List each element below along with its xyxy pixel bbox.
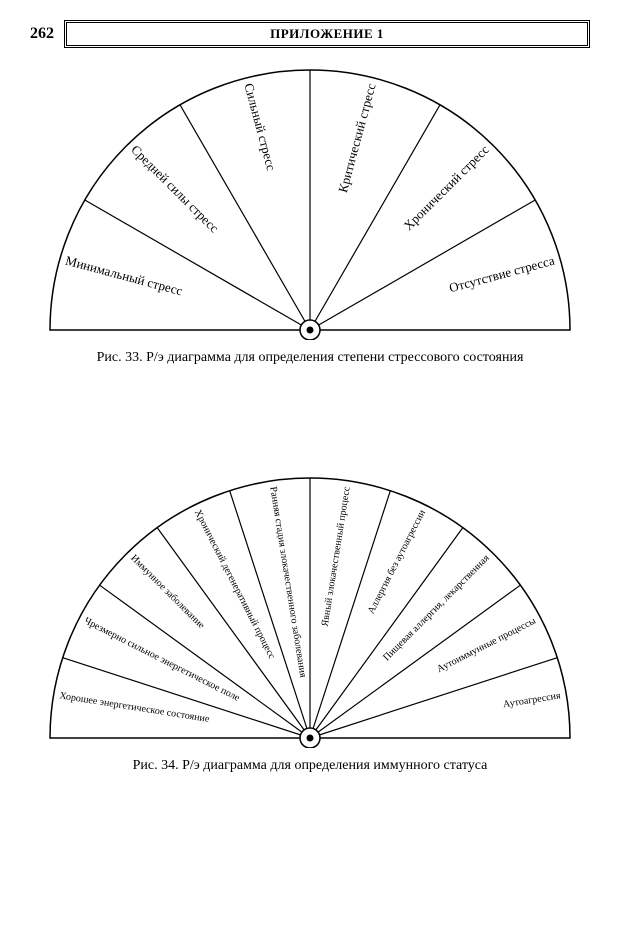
figure-caption-2: Рис. 34. Р/э диаграмма для определения и…	[30, 758, 590, 774]
header-title: ПРИЛОЖЕНИЕ 1	[64, 20, 590, 48]
spacer	[30, 396, 590, 476]
figure-stress-diagram: Минимальный стрессСредней силы стрессСил…	[30, 68, 590, 340]
page: 262 ПРИЛОЖЕНИЕ 1 Минимальный стрессСредн…	[0, 0, 620, 930]
page-number: 262	[30, 25, 54, 43]
header-row: 262 ПРИЛОЖЕНИЕ 1	[30, 20, 590, 48]
figure-caption-1: Рис. 33. Р/э диаграмма для определения с…	[30, 350, 590, 366]
figure-immune-diagram: Хорошее энергетическое состояниеЧрезмерн…	[30, 476, 590, 748]
